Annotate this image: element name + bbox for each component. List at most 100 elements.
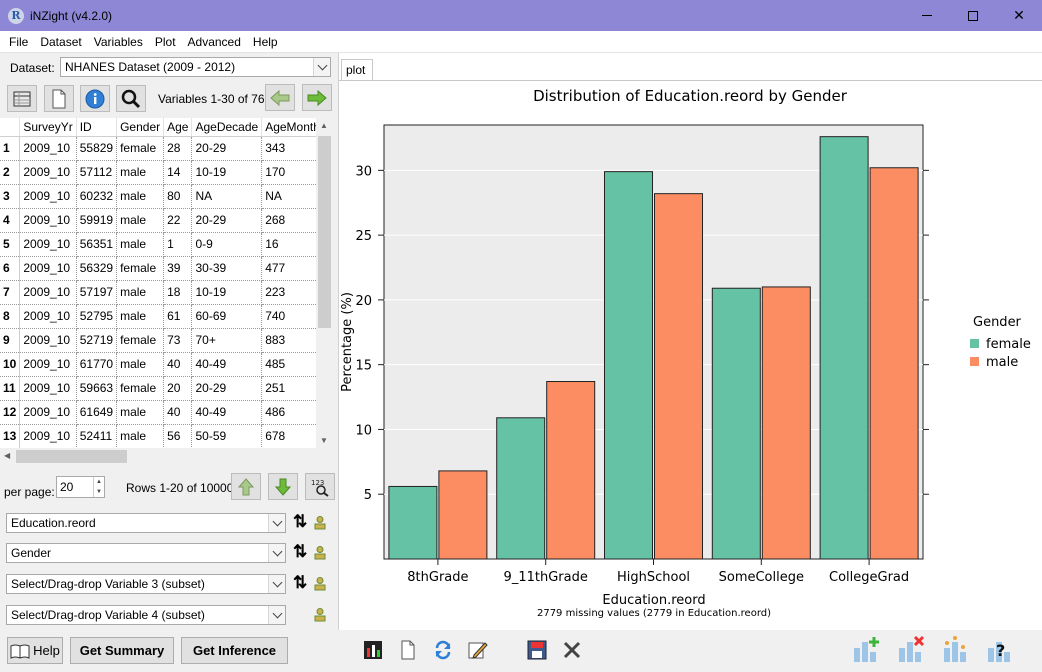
- scroll-thumb[interactable]: [16, 450, 127, 463]
- maximize-button[interactable]: [950, 0, 996, 31]
- table-cell[interactable]: 2009_10: [19, 184, 77, 209]
- table-row[interactable]: 3 2009_10 60232 male 80 NA NA: [0, 184, 316, 209]
- table-cell[interactable]: 251: [261, 376, 316, 401]
- table-cell[interactable]: 10-19: [191, 160, 263, 185]
- table-cell[interactable]: NA: [191, 184, 263, 209]
- table-cell[interactable]: female: [116, 256, 165, 281]
- variable-1-select[interactable]: Education.reord: [6, 513, 286, 533]
- swap-variables-icon[interactable]: ⇅: [293, 512, 308, 531]
- scroll-up-icon[interactable]: ▲: [320, 121, 328, 130]
- table-cell[interactable]: male: [116, 232, 165, 257]
- prev-variables-button[interactable]: [265, 84, 295, 111]
- variable-3-select[interactable]: Select/Drag-drop Variable 3 (subset): [6, 574, 286, 594]
- menu-advanced[interactable]: Advanced: [187, 34, 241, 49]
- table-cell[interactable]: 73: [163, 328, 193, 353]
- swap-variables-icon[interactable]: ⇅: [293, 542, 308, 561]
- table-cell[interactable]: 268: [261, 208, 316, 233]
- list-view-button[interactable]: [44, 85, 74, 112]
- person-icon[interactable]: [314, 516, 326, 530]
- table-cell[interactable]: 39: [163, 256, 193, 281]
- table-row[interactable]: 7 2009_10 57197 male 18 10-19 223: [0, 280, 316, 305]
- table-cell[interactable]: 2009_10: [19, 352, 77, 377]
- table-cell[interactable]: 40-49: [191, 352, 263, 377]
- table-cell[interactable]: female: [116, 376, 165, 401]
- table-cell[interactable]: 52411: [76, 424, 118, 448]
- table-cell[interactable]: 678: [261, 424, 316, 448]
- dataset-select[interactable]: NHANES Dataset (2009 - 2012): [60, 57, 331, 77]
- edit-plot-button[interactable]: [466, 638, 490, 662]
- data-table[interactable]: SurveyYr ID Gender Age AgeDecade AgeMont…: [0, 118, 316, 448]
- column-header[interactable]: AgeMonths: [261, 118, 316, 137]
- table-cell[interactable]: 2009_10: [19, 232, 77, 257]
- tab-plot[interactable]: plot: [341, 59, 373, 81]
- table-cell[interactable]: male: [116, 208, 165, 233]
- scroll-down-icon[interactable]: ▼: [320, 436, 328, 445]
- table-cell[interactable]: 2009_10: [19, 208, 77, 233]
- column-header[interactable]: AgeDecade: [191, 118, 263, 137]
- table-cell[interactable]: 16: [261, 232, 316, 257]
- get-inference-button[interactable]: Get Inference: [181, 637, 288, 664]
- table-cell[interactable]: 2009_10: [19, 424, 77, 448]
- table-cell[interactable]: 28: [163, 136, 193, 161]
- table-cell[interactable]: 59663: [76, 376, 118, 401]
- spin-up-icon[interactable]: ▲: [93, 477, 104, 487]
- table-cell[interactable]: 55829: [76, 136, 118, 161]
- table-row[interactable]: 13 2009_10 52411 male 56 50-59 678: [0, 424, 316, 448]
- search-button[interactable]: [116, 85, 146, 112]
- column-header[interactable]: Gender: [116, 118, 165, 137]
- table-row[interactable]: 8 2009_10 52795 male 61 60-69 740: [0, 304, 316, 329]
- table-cell[interactable]: 18: [163, 280, 193, 305]
- table-cell[interactable]: 57112: [76, 160, 118, 185]
- add-plot-module-button[interactable]: [852, 634, 882, 664]
- table-cell[interactable]: 61: [163, 304, 193, 329]
- table-cell[interactable]: 2009_10: [19, 400, 77, 425]
- goto-row-button[interactable]: 123: [305, 473, 335, 500]
- table-row[interactable]: 2 2009_10 57112 male 14 10-19 170: [0, 160, 316, 185]
- table-cell[interactable]: 20: [163, 376, 193, 401]
- table-cell[interactable]: 486: [261, 400, 316, 425]
- table-cell[interactable]: male: [116, 184, 165, 209]
- plot-options-button[interactable]: [942, 634, 972, 664]
- table-cell[interactable]: female: [116, 136, 165, 161]
- person-icon[interactable]: [314, 608, 326, 622]
- table-horizontal-scrollbar[interactable]: ◀: [0, 448, 316, 465]
- table-cell[interactable]: 56329: [76, 256, 118, 281]
- save-plot-button[interactable]: [525, 638, 549, 662]
- table-cell[interactable]: 40-49: [191, 400, 263, 425]
- table-cell[interactable]: 14: [163, 160, 193, 185]
- spin-down-icon[interactable]: ▼: [93, 487, 104, 497]
- table-cell[interactable]: 61770: [76, 352, 118, 377]
- delete-plot-button[interactable]: [560, 638, 584, 662]
- table-cell[interactable]: male: [116, 160, 165, 185]
- table-cell[interactable]: 343: [261, 136, 316, 161]
- menu-variables[interactable]: Variables: [93, 34, 143, 49]
- table-row[interactable]: 1 2009_10 55829 female 28 20-29 343: [0, 136, 316, 161]
- table-cell[interactable]: 50-59: [191, 424, 263, 448]
- table-vertical-scrollbar[interactable]: ▲ ▼: [316, 118, 333, 448]
- table-cell[interactable]: 2009_10: [19, 328, 77, 353]
- minimize-button[interactable]: [904, 0, 950, 31]
- prev-rows-button[interactable]: [231, 473, 261, 500]
- table-cell[interactable]: 170: [261, 160, 316, 185]
- scroll-thumb[interactable]: [318, 136, 331, 328]
- table-cell[interactable]: male: [116, 400, 165, 425]
- menu-dataset[interactable]: Dataset: [40, 34, 82, 49]
- variable-4-select[interactable]: Select/Drag-drop Variable 4 (subset): [6, 605, 286, 625]
- per-page-spinner[interactable]: 20 ▲ ▼: [56, 476, 105, 498]
- table-cell[interactable]: 59919: [76, 208, 118, 233]
- table-cell[interactable]: 60-69: [191, 304, 263, 329]
- menu-file[interactable]: File: [9, 34, 29, 49]
- table-cell[interactable]: 40: [163, 352, 193, 377]
- table-cell[interactable]: 223: [261, 280, 316, 305]
- refresh-plot-button[interactable]: [431, 638, 455, 662]
- table-cell[interactable]: 61649: [76, 400, 118, 425]
- chevron-down-icon[interactable]: [268, 514, 285, 532]
- table-cell[interactable]: 20-29: [191, 136, 263, 161]
- new-plot-button[interactable]: [361, 638, 385, 662]
- table-row[interactable]: 12 2009_10 61649 male 40 40-49 486: [0, 400, 316, 425]
- column-header[interactable]: ID: [76, 118, 118, 137]
- chevron-down-icon[interactable]: [268, 606, 285, 624]
- table-cell[interactable]: 740: [261, 304, 316, 329]
- table-cell[interactable]: 60232: [76, 184, 118, 209]
- table-row[interactable]: 5 2009_10 56351 male 1 0-9 16: [0, 232, 316, 257]
